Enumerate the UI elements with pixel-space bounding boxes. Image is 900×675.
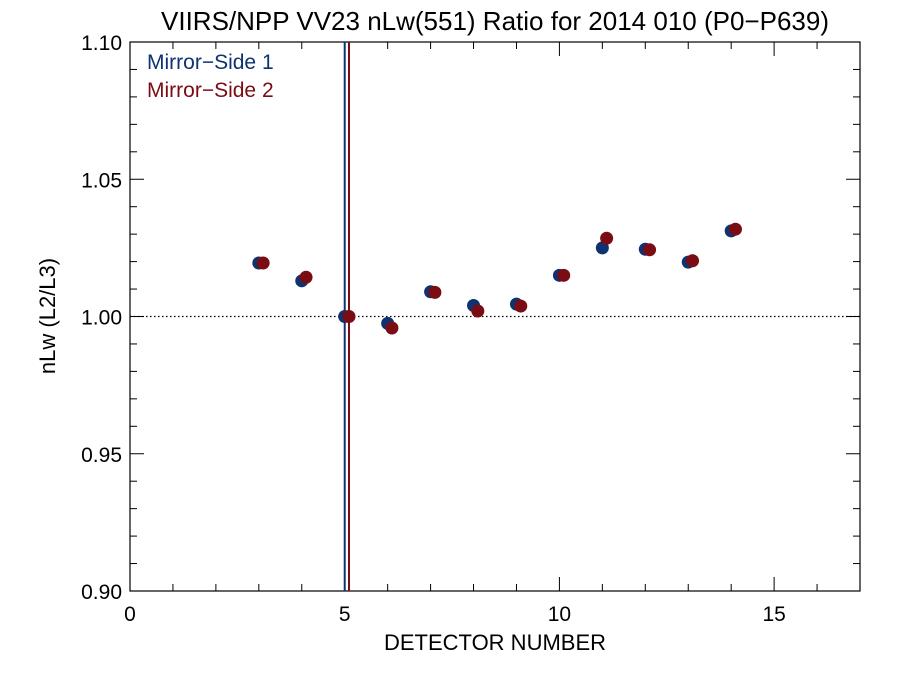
x-axis-label: DETECTOR NUMBER [384, 630, 606, 655]
legend: Mirror−Side 1 Mirror−Side 2 [147, 51, 274, 102]
y-tick-label: 1.05 [81, 169, 122, 192]
data-point-series-2 [728, 222, 742, 236]
y-tick-label: 1.00 [81, 307, 122, 330]
chart-title: VIIRS/NPP VV23 nLw(551) Ratio for 2014 0… [161, 6, 829, 36]
plot-area: 0 5 10 15 0.90 0.95 1.00 1.05 1.10 [81, 32, 861, 626]
data-point-series-2 [385, 321, 399, 335]
y-tick-label: 0.95 [81, 444, 122, 467]
x-tick-label: 10 [548, 603, 571, 626]
legend-entry-2: Mirror−Side 2 [147, 79, 274, 102]
y-axis-label: nLw (L2/L3) [35, 258, 60, 374]
x-tick-label: 0 [124, 603, 136, 626]
data-point-series-2 [256, 256, 270, 270]
y-tick-label: 0.90 [81, 581, 122, 604]
data-point-series-2 [471, 304, 485, 318]
data-point-series-2 [428, 285, 442, 299]
x-tick-label: 15 [762, 603, 785, 626]
data-point-series-2 [686, 254, 700, 268]
y-tick-label: 1.10 [81, 32, 122, 55]
data-point-series-2 [299, 270, 313, 284]
data-point-series-2 [342, 310, 356, 323]
data-point-series-2 [600, 231, 614, 245]
data-point-series-2 [643, 243, 657, 257]
data-point-series-2 [514, 299, 528, 313]
data-point-series-2 [557, 268, 571, 282]
x-tick-label: 5 [339, 603, 351, 626]
legend-entry-1: Mirror−Side 1 [147, 51, 274, 74]
